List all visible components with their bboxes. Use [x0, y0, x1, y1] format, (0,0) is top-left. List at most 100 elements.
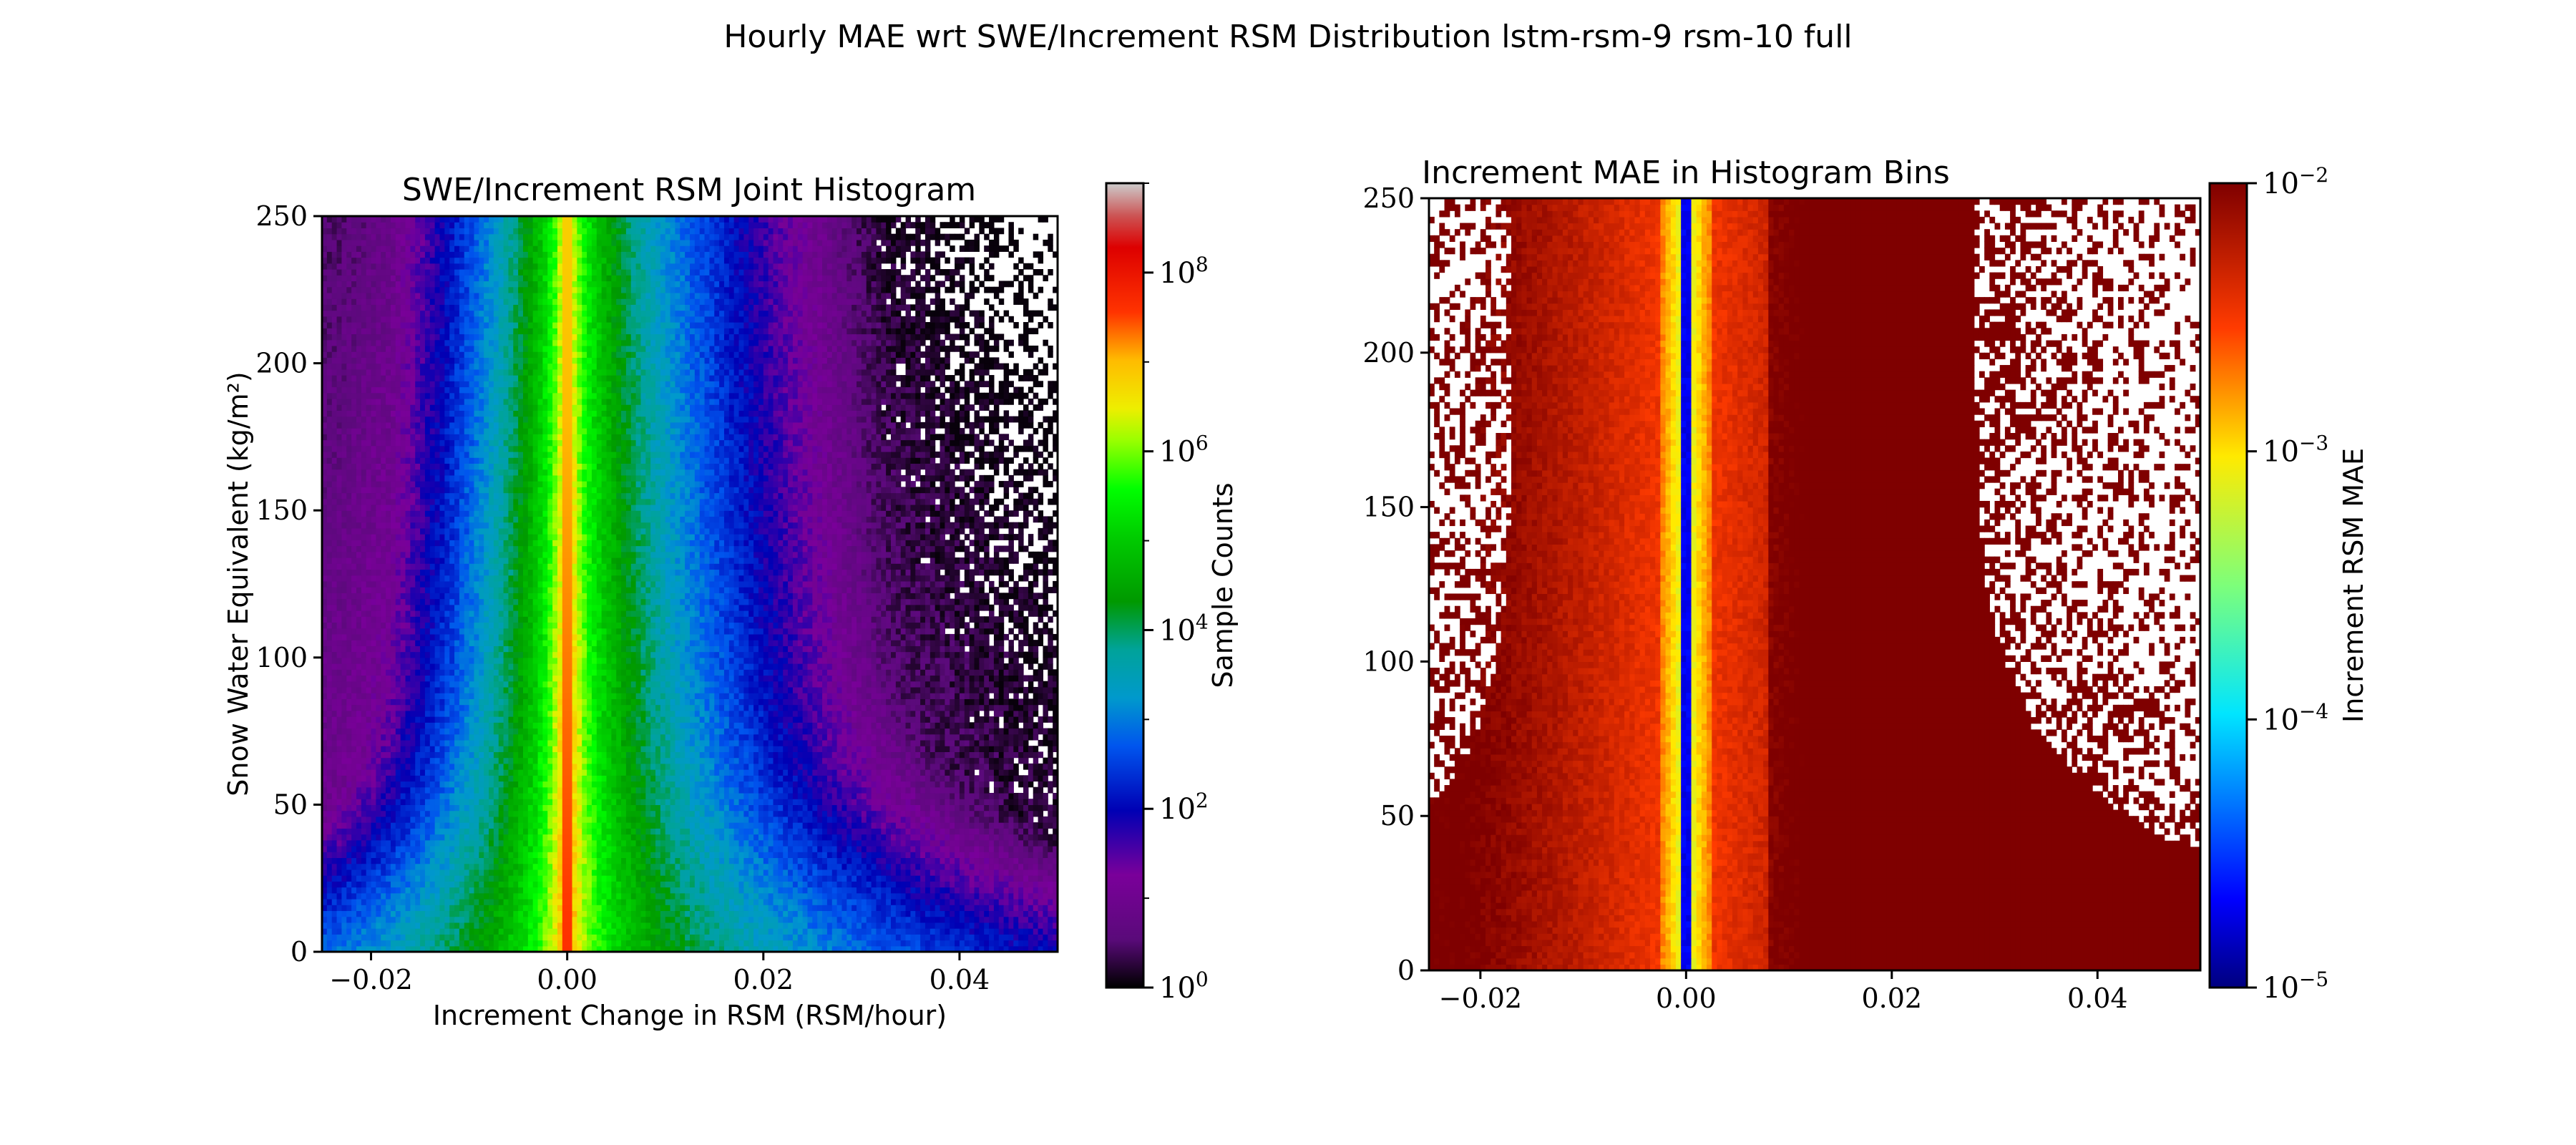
heatmap-cell	[582, 893, 587, 900]
heatmap-cell	[714, 899, 719, 905]
heatmap-cell	[504, 852, 509, 858]
heatmap-cell	[925, 834, 930, 841]
heatmap-cell	[484, 817, 489, 823]
heatmap-cell	[587, 828, 592, 834]
heatmap-cell	[572, 869, 577, 876]
heatmap-cell	[361, 869, 366, 876]
heatmap-cell	[734, 857, 739, 864]
heatmap-cell	[464, 934, 469, 940]
heatmap-cell	[1028, 875, 1033, 882]
heatmap-cell	[602, 852, 607, 858]
heatmap-cell	[774, 922, 779, 929]
heatmap-cell	[341, 857, 346, 864]
heatmap-cell	[1033, 899, 1038, 905]
heatmap-cell	[602, 811, 607, 817]
heatmap-cell	[401, 799, 406, 805]
heatmap-cell	[965, 917, 970, 923]
heatmap-cell	[640, 804, 645, 811]
heatmap-cell	[700, 934, 705, 940]
heatmap-cell	[606, 817, 611, 823]
heatmap-cell	[346, 917, 351, 923]
heatmap-cell	[547, 864, 552, 870]
heatmap-cell	[562, 905, 567, 911]
heatmap-cell	[587, 922, 592, 929]
heatmap-cell	[827, 840, 832, 847]
heatmap-cell	[901, 828, 906, 834]
heatmap-cell	[626, 811, 631, 817]
heatmap-cell	[489, 940, 494, 947]
heatmap-cell	[965, 905, 970, 911]
heatmap-cell	[950, 840, 955, 847]
heatmap-cell	[430, 828, 435, 834]
heatmap-cell	[822, 887, 827, 894]
heatmap-cell	[381, 817, 386, 823]
heatmap-cell	[763, 811, 769, 817]
heatmap-cell	[1038, 928, 1043, 935]
heatmap-cell	[1028, 887, 1033, 894]
heatmap-cell	[979, 817, 984, 823]
heatmap-cell	[788, 881, 793, 887]
heatmap-cell	[817, 928, 822, 935]
heatmap-cell	[832, 804, 837, 811]
heatmap-cell	[1033, 852, 1038, 858]
heatmap-cell	[822, 857, 827, 864]
heatmap-cell	[332, 817, 337, 823]
heatmap-cell	[817, 917, 822, 923]
heatmap-cell	[743, 940, 748, 947]
heatmap-cell	[965, 811, 970, 817]
heatmap-cell	[636, 875, 641, 882]
heatmap-cell	[709, 846, 714, 852]
heatmap-cell	[788, 804, 793, 811]
heatmap-cell	[636, 857, 641, 864]
heatmap-cell	[484, 864, 489, 870]
heatmap-cell	[862, 822, 867, 829]
heatmap-cell	[439, 910, 444, 917]
heatmap-cell	[881, 857, 886, 864]
heatmap-cell	[680, 875, 685, 882]
heatmap-cell	[803, 840, 808, 847]
heatmap-cell	[955, 893, 960, 900]
heatmap-cell	[341, 887, 346, 894]
heatmap-cell	[444, 922, 449, 929]
heatmap-cell	[435, 875, 440, 882]
heatmap-cell	[867, 828, 872, 834]
heatmap-cell	[386, 934, 391, 940]
heatmap-cell	[817, 887, 822, 894]
heatmap-cell	[930, 928, 935, 935]
heatmap-cell	[807, 934, 812, 940]
heatmap-cell	[513, 875, 518, 882]
heatmap-cell	[533, 917, 538, 923]
heatmap-cell	[793, 817, 798, 823]
heatmap-cell	[798, 811, 803, 817]
heatmap-cell	[1013, 887, 1018, 894]
heatmap-cell	[361, 910, 366, 917]
heatmap-cell	[788, 811, 793, 817]
heatmap-cell	[577, 934, 582, 940]
heatmap-cell	[474, 834, 479, 841]
heatmap-cell	[910, 934, 915, 940]
heatmap-cell	[950, 846, 955, 852]
heatmap-cell	[337, 905, 342, 911]
heatmap-cell	[449, 940, 454, 947]
heatmap-cell	[788, 875, 793, 882]
heatmap-cell	[479, 940, 484, 947]
heatmap-cell	[616, 881, 621, 887]
heatmap-cell	[886, 804, 891, 811]
heatmap-cell	[611, 869, 616, 876]
heatmap-cell	[1048, 875, 1053, 882]
heatmap-cell	[597, 852, 602, 858]
heatmap-cell	[748, 817, 753, 823]
heatmap-cell	[960, 893, 965, 900]
heatmap-cell	[636, 864, 641, 870]
heatmap-cell	[577, 917, 582, 923]
heatmap-cell	[886, 852, 891, 858]
heatmap-cell	[935, 899, 940, 905]
heatmap-cell	[1028, 864, 1033, 870]
heatmap-cell	[454, 893, 459, 900]
heatmap-cell	[572, 852, 577, 858]
heatmap-cell	[974, 822, 979, 829]
heatmap-cell	[670, 928, 675, 935]
heatmap-cell	[528, 834, 533, 841]
heatmap-cell	[626, 928, 631, 935]
heatmap-cell	[626, 834, 631, 841]
